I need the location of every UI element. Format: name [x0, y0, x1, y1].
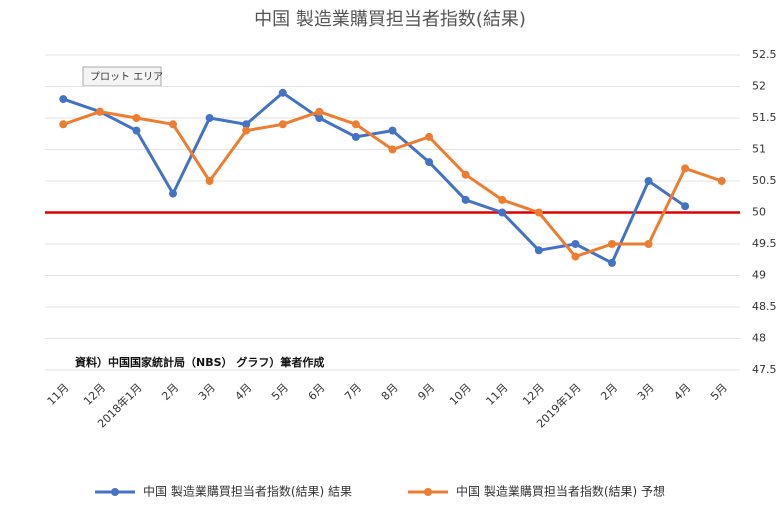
point — [59, 120, 68, 129]
y-tick-label: 47.5 — [752, 363, 777, 376]
point — [644, 240, 653, 248]
point — [351, 120, 360, 129]
x-tick-label: 6月 — [306, 381, 328, 403]
point — [242, 126, 251, 135]
point — [425, 158, 434, 167]
series-line — [62, 91, 686, 265]
x-tick-label: 9月 — [415, 381, 437, 403]
point — [388, 145, 397, 154]
point — [461, 170, 470, 179]
point — [607, 258, 616, 267]
point — [278, 88, 287, 97]
x-tick-label: 7月 — [342, 381, 364, 403]
point — [571, 252, 580, 261]
y-tick-label: 52.5 — [752, 48, 777, 61]
point — [388, 126, 397, 135]
legend-label: 中国 製造業購買担当者指数(結果) 予想 — [456, 484, 665, 499]
point — [534, 246, 543, 255]
point — [461, 195, 470, 204]
x-tick-label: 4月 — [233, 381, 255, 403]
point — [242, 120, 251, 129]
point — [95, 107, 104, 116]
point — [315, 114, 324, 122]
point — [607, 240, 616, 248]
point — [681, 164, 690, 173]
y-tick-label: 48 — [752, 332, 766, 345]
x-tick-label: 12月 — [81, 381, 108, 408]
point — [169, 120, 178, 129]
tooltip: プロット エリア — [90, 71, 163, 83]
point — [534, 208, 543, 217]
point — [205, 114, 214, 122]
x-tick-label: 5月 — [269, 381, 291, 403]
x-tick-label: 2月 — [598, 381, 620, 403]
point — [278, 120, 287, 129]
y-tick-label: 52 — [752, 80, 766, 93]
x-tick-label: 12月 — [520, 381, 547, 408]
point — [205, 177, 214, 185]
point — [498, 208, 507, 217]
source-note: 資料）中国国家統計局（NBS） グラフ）筆者作成 — [75, 355, 324, 369]
y-tick-label: 48.5 — [752, 300, 777, 313]
y-tick-label: 49 — [752, 269, 766, 282]
x-tick-label: 2月 — [159, 381, 181, 403]
chart-title: 中国 製造業購買担当者指数(結果) — [254, 9, 526, 30]
point — [644, 177, 653, 185]
point — [169, 189, 178, 198]
y-tick-label: 50 — [752, 206, 766, 219]
x-tick-label: 11月 — [45, 381, 72, 408]
point — [571, 240, 580, 248]
point — [498, 195, 507, 204]
x-tick-label: 4月 — [671, 381, 693, 403]
x-tick-label: 3月 — [196, 381, 218, 403]
point — [132, 126, 141, 135]
x-tick-label: 10月 — [447, 381, 474, 408]
x-tick-label: 3月 — [635, 381, 657, 403]
x-tick-label: 5月 — [708, 381, 730, 403]
point — [315, 107, 324, 116]
point — [681, 202, 690, 211]
y-tick-label: 51.5 — [752, 111, 777, 124]
point — [132, 114, 141, 122]
legend-marker — [111, 488, 119, 496]
x-tick-label: 8月 — [379, 381, 401, 403]
y-tick-label: 51 — [752, 143, 766, 156]
point — [425, 132, 434, 141]
point — [59, 95, 68, 104]
legend-marker — [424, 488, 432, 496]
legend-label: 中国 製造業購買担当者指数(結果) 結果 — [143, 484, 352, 499]
y-tick-label: 49.5 — [752, 237, 777, 250]
x-tick-label: 11月 — [484, 381, 511, 408]
point — [717, 177, 726, 185]
point — [351, 132, 360, 141]
y-tick-label: 50.5 — [752, 174, 777, 187]
